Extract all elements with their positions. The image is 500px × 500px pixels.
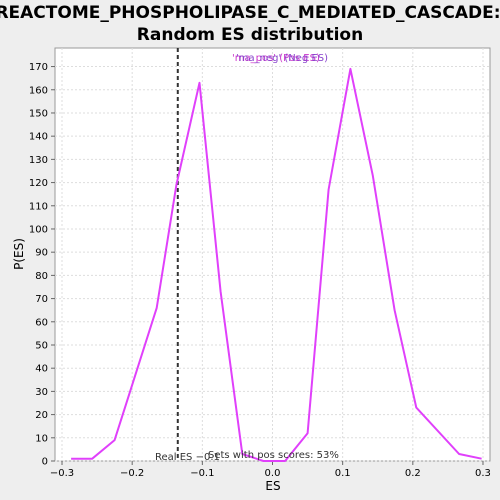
pos-scores-annotation: Sets with pos scores: 53% [208,450,339,461]
legend-entry-neg: 'ma_neg' (Neg ES) [236,53,328,64]
x-axis-ticks: −0.3 −0.2 −0.1 0.0 0.1 0.2 0.3 [50,461,491,479]
grid-lines [55,48,490,462]
y-axis-ticks: 0 10 20 30 40 50 60 70 80 90 100 110 120 130 140 150 160… [29,62,55,468]
y-tick-label: 50 [35,340,48,351]
y-tick-label: 120 [29,178,48,189]
real-es-label: Real ES −0.1 [155,452,220,463]
y-tick-label: 20 [35,410,48,421]
y-tick-label: 80 [35,271,48,282]
y-tick-label: 90 [35,248,48,259]
x-tick-label: −0.3 [50,468,74,479]
y-axis-label: P(ES) [12,238,26,270]
y-tick-label: 40 [35,364,48,375]
x-axis-label: ES [265,479,280,493]
y-tick-label: 140 [29,132,48,143]
y-tick-label: 60 [35,317,48,328]
y-tick-label: 160 [29,85,48,96]
y-tick-label: 110 [29,201,48,212]
y-tick-label: 100 [29,224,48,235]
y-tick-label: 10 [35,433,48,444]
x-tick-label: −0.2 [120,468,144,479]
y-tick-label: 0 [42,457,48,468]
x-tick-label: 0.0 [265,468,281,479]
series-lines [71,67,482,462]
y-tick-label: 30 [35,387,48,398]
series-line [71,67,482,462]
x-tick-label: −0.1 [190,468,214,479]
y-tick-label: 150 [29,108,48,119]
x-tick-label: 0.3 [475,468,491,479]
x-tick-label: 0.1 [335,468,351,479]
y-tick-label: 170 [29,62,48,73]
x-tick-label: 0.2 [405,468,421,479]
chart-title: REACTOME_PHOSPHOLIPASE_C_MEDIATED_CASCAD… [0,3,500,23]
chart-subtitle: Random ES distribution [137,25,363,45]
legend-entry-pos: 'ma_pos' (Pos ES) [232,53,320,64]
y-tick-label: 70 [35,294,48,305]
y-tick-label: 130 [29,155,48,166]
